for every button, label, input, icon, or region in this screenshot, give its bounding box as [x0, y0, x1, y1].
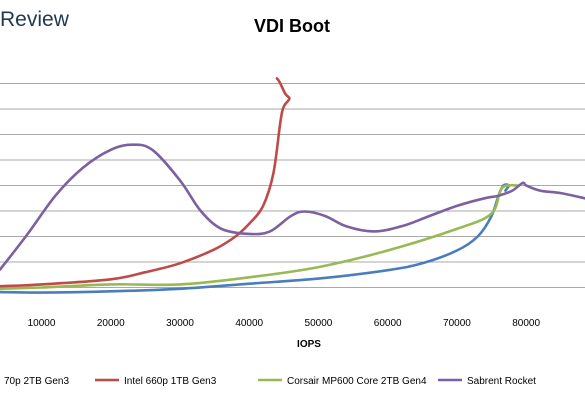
series-line-4	[0, 143, 585, 271]
legend: 70p 2TB Gen3 Intel 660p 1TB Gen3 Corsair M…	[4, 376, 536, 387]
legend-entry: Intel 660p 1TB Gen3	[124, 376, 217, 387]
x-tick-label: 70000	[443, 318, 471, 329]
series-line-3	[0, 183, 521, 291]
x-tick-labels: 10000 20000 30000 40000 50000 60000 70000 80000	[28, 318, 541, 329]
brand-logo-text: Review	[0, 8, 70, 31]
x-tick-label: 60000	[374, 318, 402, 329]
x-tick-label: 80000	[512, 318, 540, 329]
series-lines	[0, 77, 585, 294]
x-tick-label: 10000	[28, 318, 56, 329]
legend-entry: Corsair MP600 Core 2TB Gen4	[287, 376, 427, 387]
x-tick-label: 50000	[305, 318, 333, 329]
legend-entry: Sabrent Rocket	[467, 376, 536, 387]
x-axis-label: IOPS	[297, 339, 321, 350]
legend-entry: 70p 2TB Gen3	[4, 376, 69, 387]
x-tick-label: 30000	[166, 318, 194, 329]
chart-title: VDI Boot	[254, 16, 330, 36]
series-line-2	[0, 77, 291, 288]
x-tick-label: 40000	[235, 318, 263, 329]
gridlines	[0, 83, 585, 288]
x-tick-label: 20000	[97, 318, 125, 329]
